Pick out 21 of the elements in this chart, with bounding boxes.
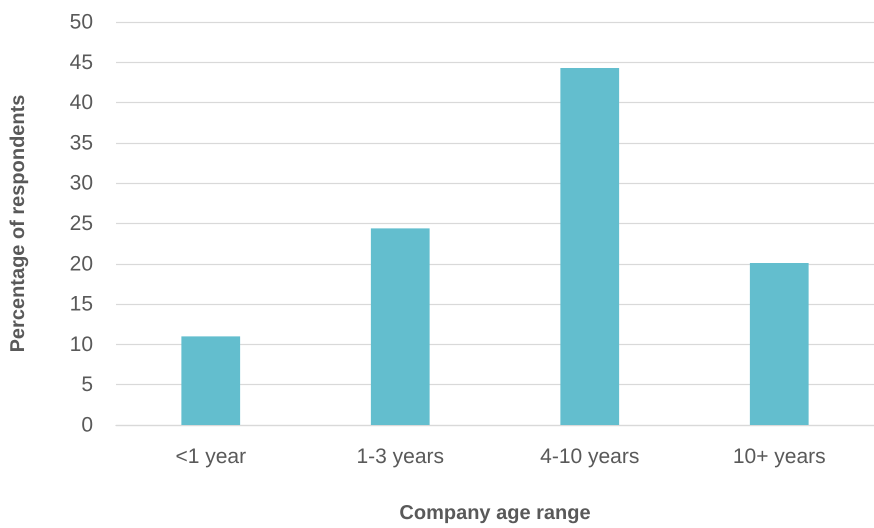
y-tick-label: 50 <box>70 10 93 34</box>
y-tick-label: 10 <box>70 332 93 356</box>
y-tick-label: 40 <box>70 91 93 114</box>
y-tick-label: 0 <box>81 414 93 436</box>
y-axis-title: Percentage of respondents <box>7 94 29 352</box>
bar <box>750 262 809 425</box>
x-tick-label: <1 year <box>175 445 246 468</box>
y-tick-label: 5 <box>81 373 93 396</box>
bar <box>181 336 240 425</box>
y-tick-label: 30 <box>70 172 93 195</box>
bar <box>560 68 620 425</box>
bar <box>370 228 430 425</box>
y-tick-label: 20 <box>70 252 93 276</box>
x-tick-label: 1-3 years <box>356 445 444 468</box>
x-tick-label: 10+ years <box>732 445 826 468</box>
y-tick-label: 15 <box>70 292 93 316</box>
x-axis-title: Company age range <box>399 502 591 524</box>
x-tick-label: 4-10 years <box>540 445 640 468</box>
y-tick-label: 35 <box>70 131 93 154</box>
y-tick-label: 25 <box>70 212 93 235</box>
y-tick-label: 45 <box>70 50 93 74</box>
